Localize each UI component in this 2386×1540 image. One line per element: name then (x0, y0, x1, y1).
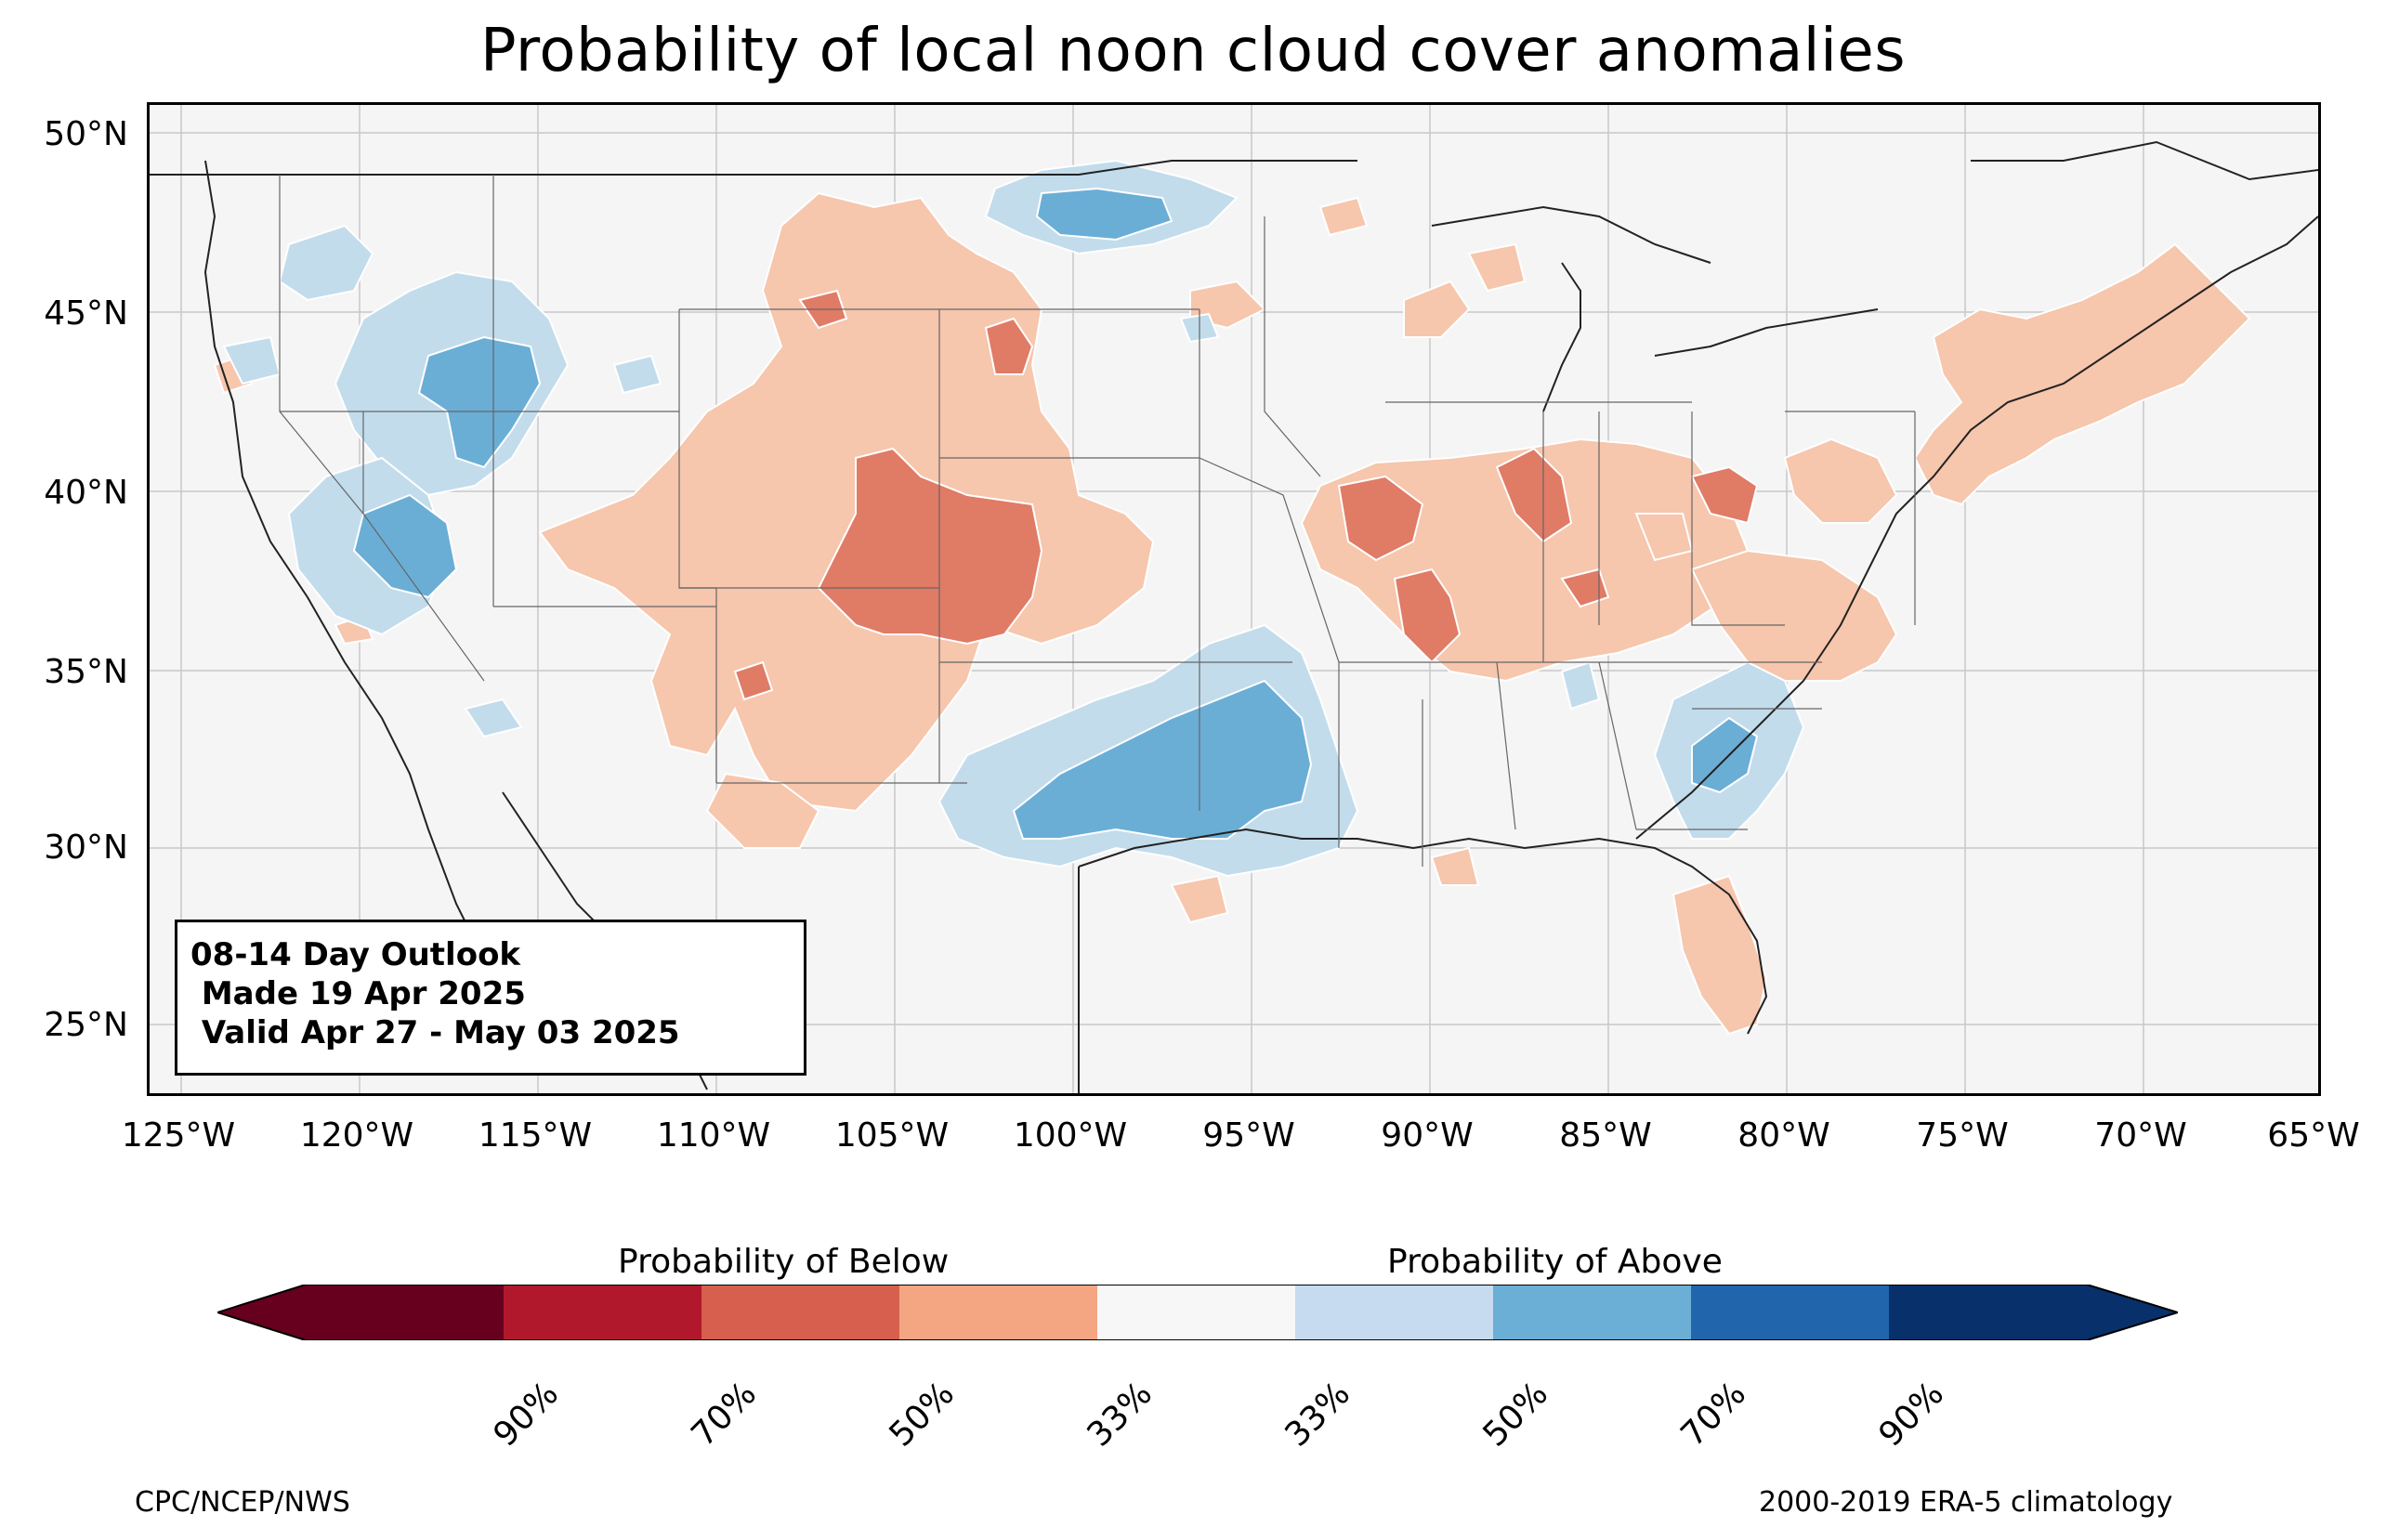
lon-label-80w: 80°W (1737, 1116, 1830, 1155)
lon-label-115w: 115°W (478, 1116, 593, 1155)
lon-label-125w: 125°W (121, 1116, 236, 1155)
lon-label-90w: 90°W (1381, 1116, 1474, 1155)
colorbar-swatch-above-50 (1493, 1285, 1691, 1340)
colorbar-swatch-below-extend (217, 1285, 306, 1340)
lon-label-65w: 65°W (2267, 1116, 2360, 1155)
colorbar-swatch-neutral (1097, 1285, 1295, 1340)
colorbar-swatch-below-90 (306, 1285, 504, 1340)
lat-label-30: 30°N (44, 829, 128, 867)
map-title: Probability of local noon cloud cover an… (479, 17, 1907, 85)
colorbar-tick-above-70: 70% (1673, 1375, 1754, 1455)
colorbar-tick-above-50: 50% (1475, 1375, 1556, 1455)
lon-label-100w: 100°W (1013, 1116, 1128, 1155)
outlook-valid-range: Valid Apr 27 - May 03 2025 (190, 1014, 680, 1051)
legend-above-title: Probability of Above (1387, 1243, 1723, 1281)
above-50-regions (352, 187, 1759, 840)
colorbar-swatch-above-extend (2087, 1285, 2178, 1340)
legend-below-title: Probability of Below (618, 1243, 950, 1281)
colorbar-swatch-above-70 (1691, 1285, 1889, 1340)
colorbar-tick-below-70: 70% (684, 1375, 765, 1455)
colorbar-swatch-below-50 (701, 1285, 899, 1340)
lon-label-110w: 110°W (656, 1116, 771, 1155)
lon-label-105w: 105°W (834, 1116, 950, 1155)
lat-label-40: 40°N (44, 474, 128, 512)
lon-label-120w: 120°W (299, 1116, 414, 1155)
colorbar-swatch-above-33 (1295, 1285, 1493, 1340)
credit-agency: CPC/NCEP/NWS (135, 1486, 350, 1519)
colorbar-swatch-below-70 (504, 1285, 701, 1340)
outlook-info-box: 08-14 Day Outlook Made 19 Apr 2025 Valid… (175, 920, 806, 1076)
outlook-period: 08-14 Day Outlook (190, 936, 521, 973)
credit-climatology: 2000-2019 ERA-5 climatology (1759, 1486, 2173, 1519)
colorbar-tick-below-50: 50% (882, 1375, 963, 1455)
lat-label-25: 25°N (44, 1006, 128, 1044)
colorbar-tick-above-90: 90% (1871, 1375, 1952, 1455)
lon-label-95w: 95°W (1202, 1116, 1295, 1155)
lon-label-85w: 85°W (1559, 1116, 1652, 1155)
colorbar-tick-below-33: 33% (1080, 1375, 1160, 1455)
colorbar-swatch-above-90 (1889, 1285, 2087, 1340)
colorbar-tick-below-90: 90% (486, 1375, 567, 1455)
outlook-made-date: Made 19 Apr 2025 (190, 975, 526, 1012)
lat-label-50: 50°N (44, 115, 128, 153)
colorbar-tick-above-33: 33% (1278, 1375, 1358, 1455)
lon-label-70w: 70°W (2094, 1116, 2187, 1155)
lat-label-45: 45°N (44, 294, 128, 333)
lon-label-75w: 75°W (1916, 1116, 2009, 1155)
colorbar (217, 1285, 2178, 1340)
below-50-regions (733, 289, 1759, 701)
lat-label-35: 35°N (44, 653, 128, 691)
state-borders (279, 175, 1916, 867)
map-canvas (150, 105, 2318, 1093)
colorbar-swatch-below-33 (899, 1285, 1097, 1340)
